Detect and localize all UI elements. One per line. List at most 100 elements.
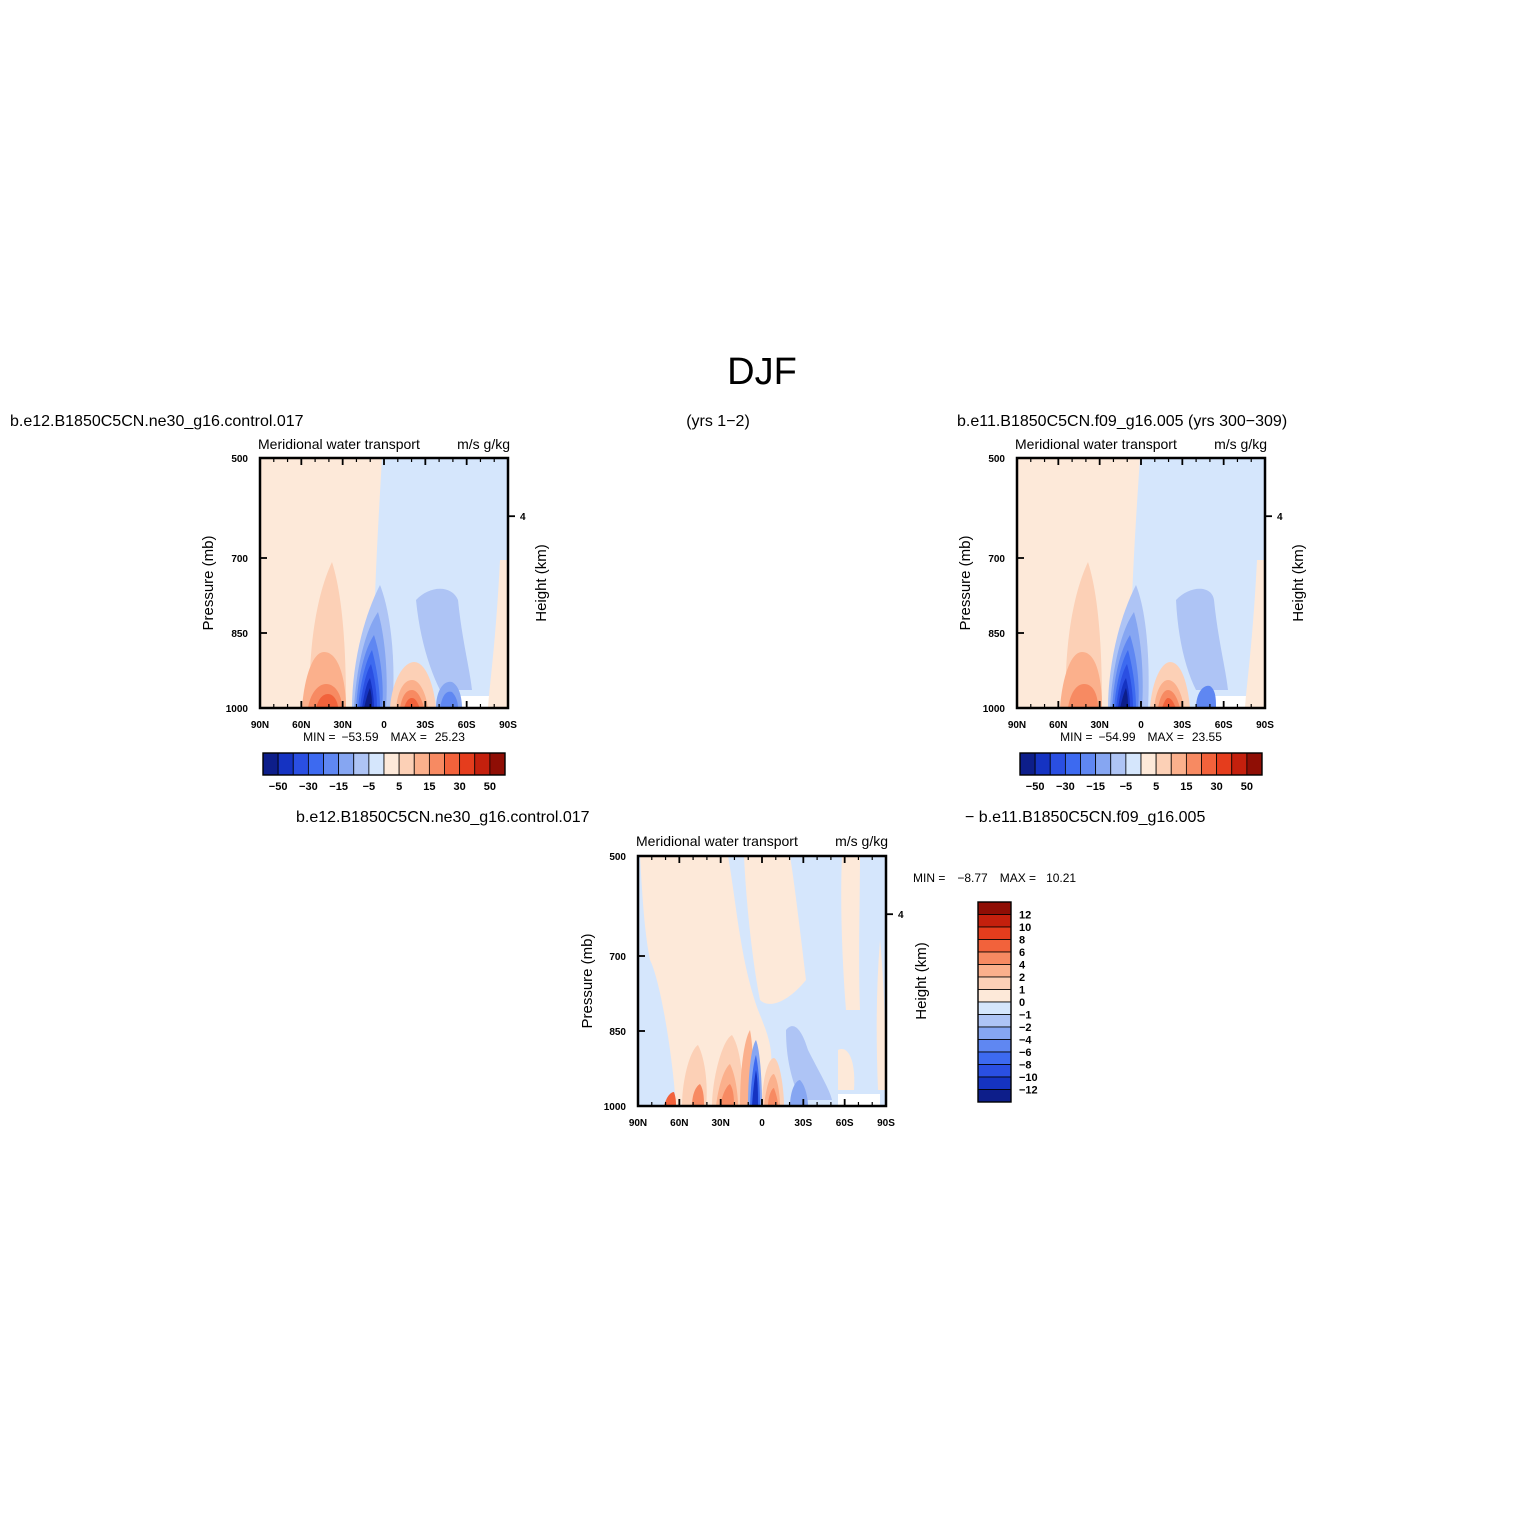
colorbar-box <box>977 1076 1012 1090</box>
ylabel-top-right: Pressure (mb) <box>957 535 974 630</box>
panel-top-right: b.e11.B1850C5CN.f09_g16.005 (yrs 300−309… <box>957 413 1307 744</box>
y-tick-label: 1000 <box>983 704 1006 715</box>
plot-title-bottom: Meridional water transport <box>636 833 798 849</box>
y-tick-label: 1000 <box>604 1102 627 1113</box>
colorbar-box <box>489 752 506 776</box>
colorbar-label: 4 <box>1019 960 1026 972</box>
colorbar-box <box>1095 752 1112 776</box>
colorbar-box <box>1049 752 1066 776</box>
panel-top-left: b.e12.B1850C5CN.ne30_g16.control.017 (yr… <box>10 413 750 744</box>
colorbar-box <box>977 951 1012 965</box>
colorbar-box <box>338 752 355 776</box>
colorbar-label: 30 <box>1211 781 1223 793</box>
colorbar-label: 30 <box>454 781 466 793</box>
units-top-right: m/s g/kg <box>1214 436 1267 452</box>
colorbar-label: 2 <box>1019 972 1025 984</box>
colorbar-box <box>1170 752 1187 776</box>
colorbar-label: 8 <box>1019 935 1025 947</box>
colorbar-label: 10 <box>1019 922 1031 934</box>
colorbar-label: 1 <box>1019 985 1025 997</box>
colorbar-label: −4 <box>1019 1035 1032 1047</box>
y-tick-label: 700 <box>988 554 1005 565</box>
colorbar-box <box>1246 752 1263 776</box>
x-tick-label: 30N <box>711 1118 729 1129</box>
years-label-top-left: (yrs 1−2) <box>686 413 750 430</box>
colorbar-box <box>353 752 370 776</box>
colorbar-box <box>977 1026 1012 1040</box>
colorbar-label: −1 <box>1019 1010 1032 1022</box>
x-tick-label: 0 <box>1138 720 1144 731</box>
x-tick-label: 0 <box>759 1118 765 1129</box>
case-label-top-left: b.e12.B1850C5CN.ne30_g16.control.017 <box>10 413 304 430</box>
colorbar-box <box>977 939 1012 953</box>
colorbar-box <box>977 1051 1012 1065</box>
colorbar-box <box>1231 752 1248 776</box>
x-tick-label: 90S <box>499 720 517 731</box>
contour-field-top-right <box>1017 458 1265 708</box>
ylabel-bottom: Pressure (mb) <box>579 933 596 1028</box>
colorbar-label: 50 <box>484 781 496 793</box>
x-tick-label: 60S <box>458 720 476 731</box>
right-tick-label: 4 <box>898 910 904 921</box>
colorbar-label: −10 <box>1019 1072 1038 1084</box>
right-label-top-right: Height (km) <box>1290 544 1307 622</box>
colorbar-box <box>398 752 415 776</box>
colorbar-label: 12 <box>1019 910 1031 922</box>
colorbar-label: −2 <box>1019 1022 1032 1034</box>
colorbar-label: −8 <box>1019 1060 1032 1072</box>
units-top-left: m/s g/kg <box>457 436 510 452</box>
colorbar-box <box>1216 752 1233 776</box>
y-tick-label: 500 <box>231 454 248 465</box>
colorbar-box <box>1140 752 1157 776</box>
colorbar-label: −6 <box>1019 1047 1032 1059</box>
colorbar-box <box>977 901 1012 915</box>
colorbar-label: 0 <box>1019 997 1025 1009</box>
colorbar-box <box>1185 752 1202 776</box>
colorbar-box <box>474 752 491 776</box>
colorbar-label: 15 <box>1180 781 1192 793</box>
page-title: DJF <box>727 351 797 393</box>
colorbar-box <box>444 752 461 776</box>
colorbar-box <box>1110 752 1127 776</box>
stats-top-right: MIN = −54.99 MAX = 23.55 <box>1060 730 1222 744</box>
colorbar-label: 15 <box>423 781 435 793</box>
y-tick-label: 1000 <box>226 704 249 715</box>
stats-top-left: MIN = −53.59 MAX = 25.23 <box>303 730 465 744</box>
colorbar-box <box>977 1089 1012 1103</box>
colorbar-label: −50 <box>269 781 288 793</box>
colorbar-label: 5 <box>396 781 402 793</box>
colorbar-frame <box>977 901 1012 1103</box>
colorbar-box <box>262 752 279 776</box>
x-tick-label: 90S <box>877 1118 895 1129</box>
colorbar-box <box>1019 752 1036 776</box>
x-tick-label: 90N <box>251 720 269 731</box>
x-tick-label: 60S <box>1215 720 1233 731</box>
colorbar-box <box>1064 752 1081 776</box>
x-tick-label: 90S <box>1256 720 1274 731</box>
right-tick-label: 4 <box>520 512 526 523</box>
colorbar-box <box>292 752 309 776</box>
colorbar-box <box>428 752 445 776</box>
y-tick-label: 850 <box>609 1027 626 1038</box>
y-tick-label: 700 <box>231 554 248 565</box>
colorbar-label: −5 <box>1120 781 1133 793</box>
y-tick-label: 700 <box>609 952 626 963</box>
colorbar-box <box>977 989 1012 1003</box>
y-tick-label: 500 <box>609 852 626 863</box>
x-tick-label: 90N <box>629 1118 647 1129</box>
colorbar-box <box>1034 752 1051 776</box>
colorbar-box <box>977 1039 1012 1053</box>
colorbar-box <box>1080 752 1097 776</box>
colorbar-box <box>977 1064 1012 1078</box>
case-label-bottom-left: b.e12.B1850C5CN.ne30_g16.control.017 <box>296 809 590 826</box>
right-label-top-left: Height (km) <box>533 544 550 622</box>
stats-bottom: MIN = −8.77 MAX = 10.21 <box>913 871 1076 885</box>
colorbar-label: −15 <box>329 781 348 793</box>
colorbar-box <box>277 752 294 776</box>
colorbar-label: −5 <box>363 781 376 793</box>
colorbar-box <box>977 1014 1012 1028</box>
right-label-bottom: Height (km) <box>913 942 930 1020</box>
plot-title-top-left: Meridional water transport <box>258 436 420 452</box>
x-tick-label: 30S <box>416 720 434 731</box>
